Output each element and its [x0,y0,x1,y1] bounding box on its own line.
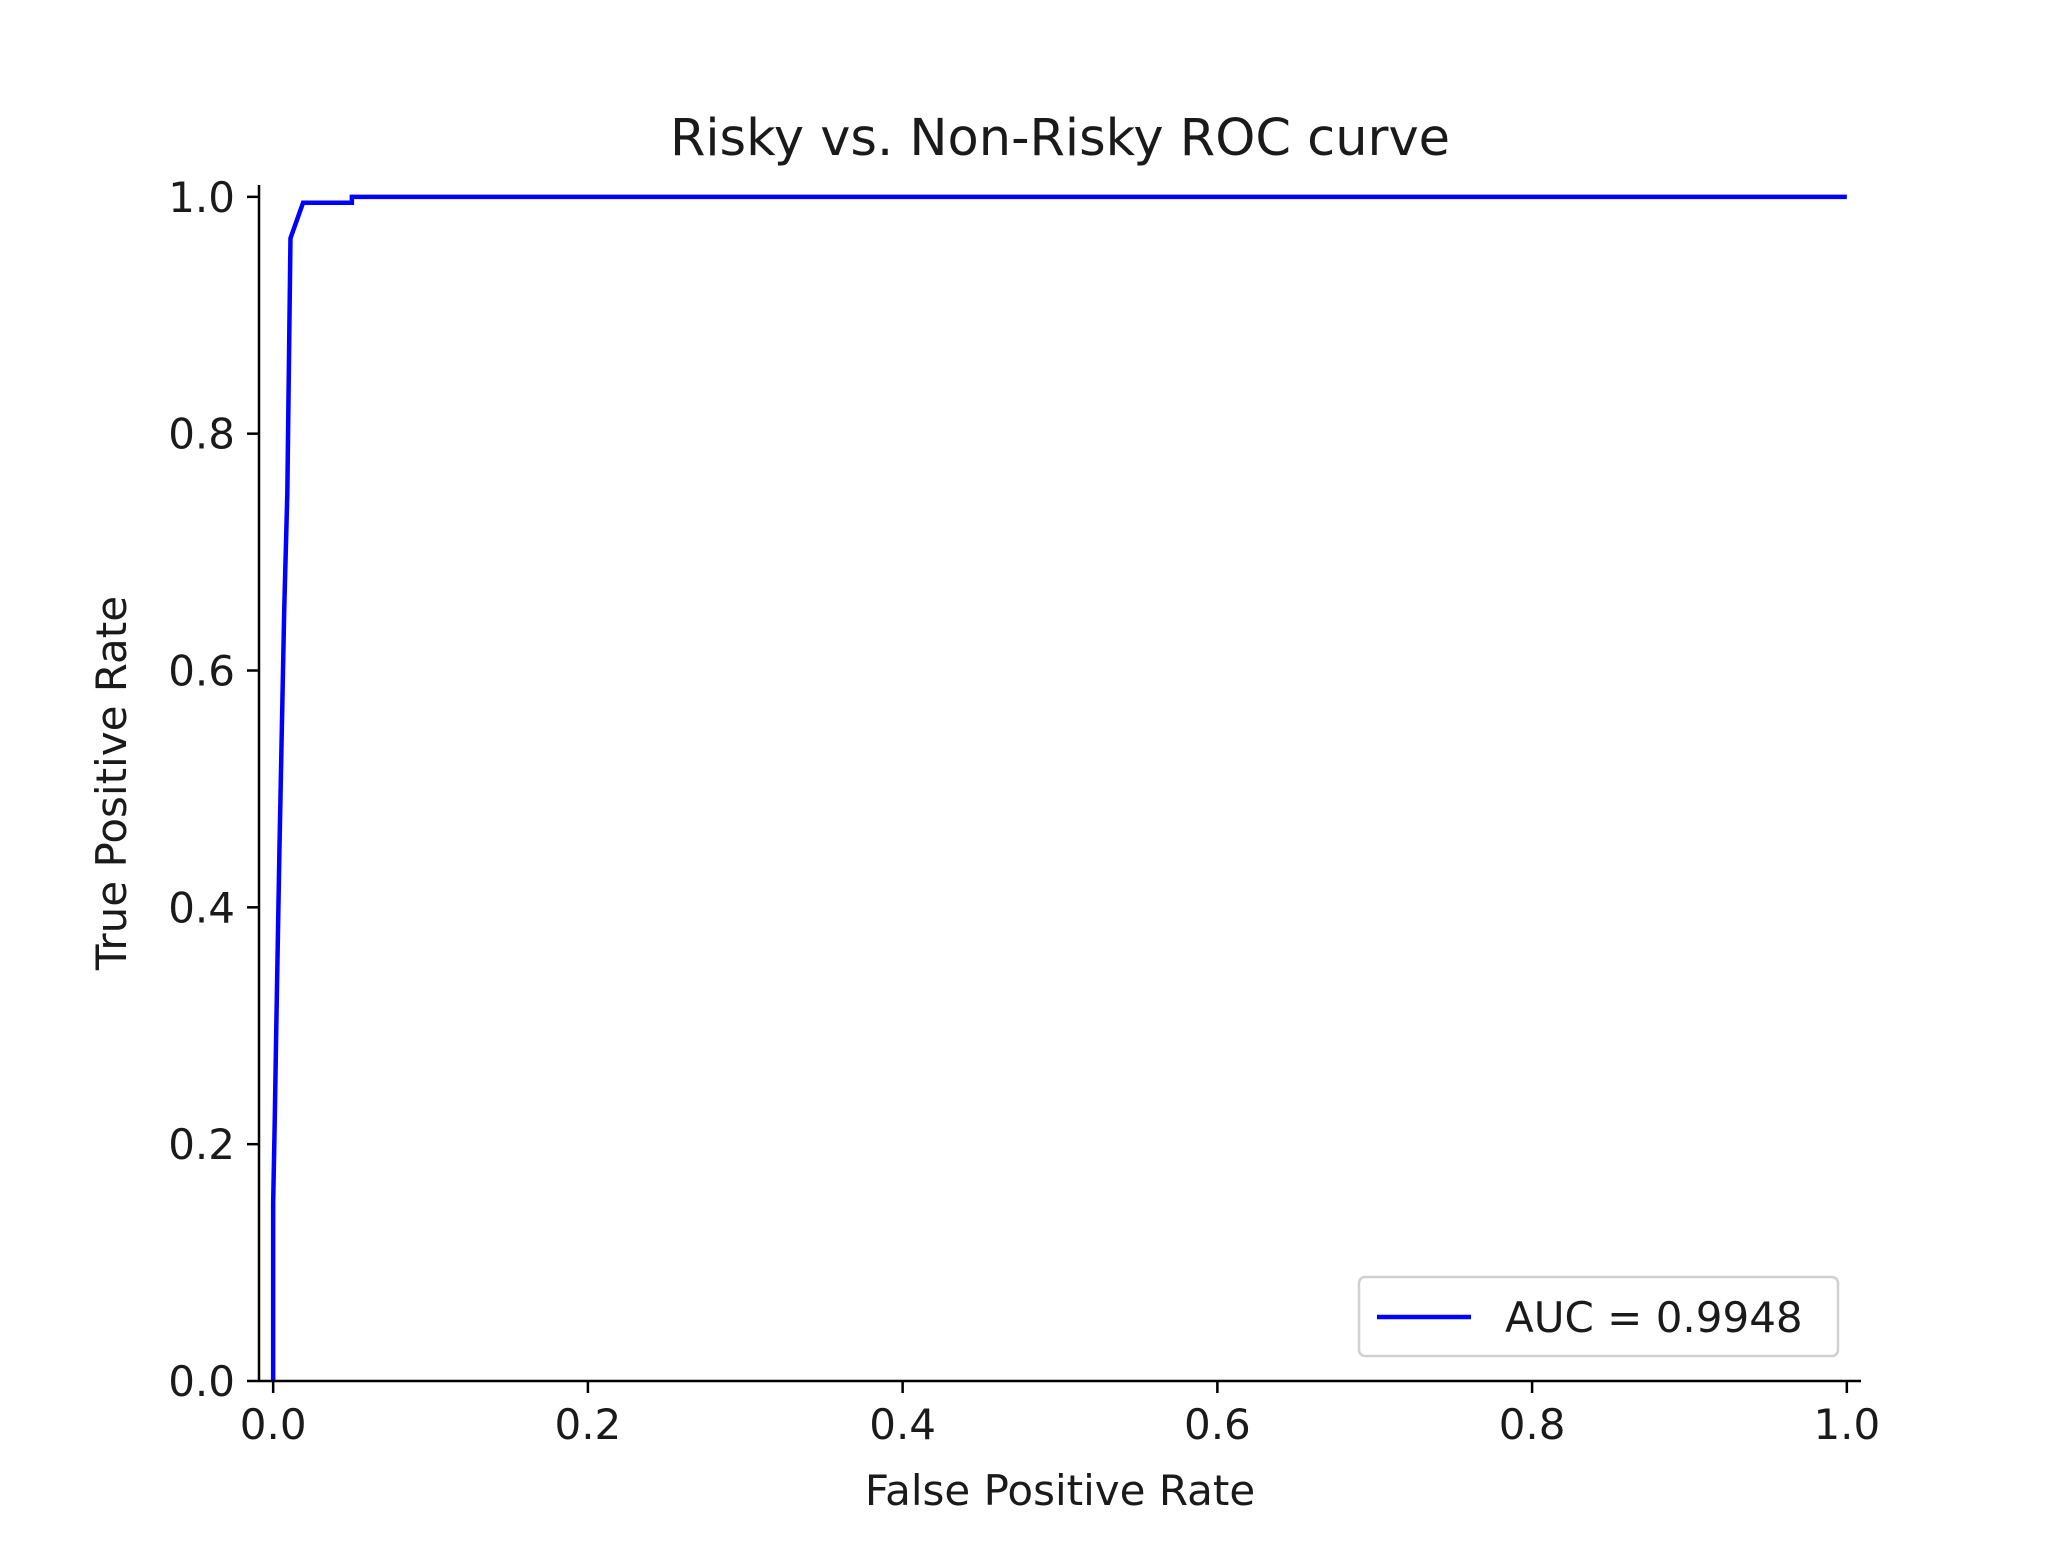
y-tick-label: 0.0 [168,1357,235,1406]
legend-box [1357,1275,1840,1358]
x-axis-label: False Positive Rate [865,1466,1255,1515]
x-axis-ticks: 0.0 0.2 0.4 0.6 0.8 1.0 [240,1381,1880,1449]
y-tick-label: 0.4 [168,883,235,932]
legend: AUC = 0.9948 [1357,1275,1840,1358]
y-tick-label: 0.2 [168,1120,235,1169]
x-tick-label: 0.8 [1499,1400,1566,1449]
x-tick-label: 0.2 [554,1400,621,1449]
y-axis-label: True Positive Rate [87,596,136,971]
x-tick-label: 1.0 [1813,1400,1880,1449]
x-tick-label: 0.4 [869,1400,936,1449]
legend-label-auc: AUC = 0.9948 [1505,1293,1803,1342]
x-tick-label: 0.6 [1184,1400,1251,1449]
y-tick-label: 0.6 [168,647,235,696]
y-axis-ticks: 0.0 0.2 0.4 0.6 0.8 1.0 [168,173,259,1406]
roc-series-line [270,194,1847,1381]
x-tick-label: 0.0 [240,1400,307,1449]
y-tick-label: 0.8 [168,410,235,459]
plot-area [270,194,1847,1381]
chart-title: Risky vs. Non-Risky ROC curve [670,109,1450,168]
y-tick-label: 1.0 [168,173,235,222]
